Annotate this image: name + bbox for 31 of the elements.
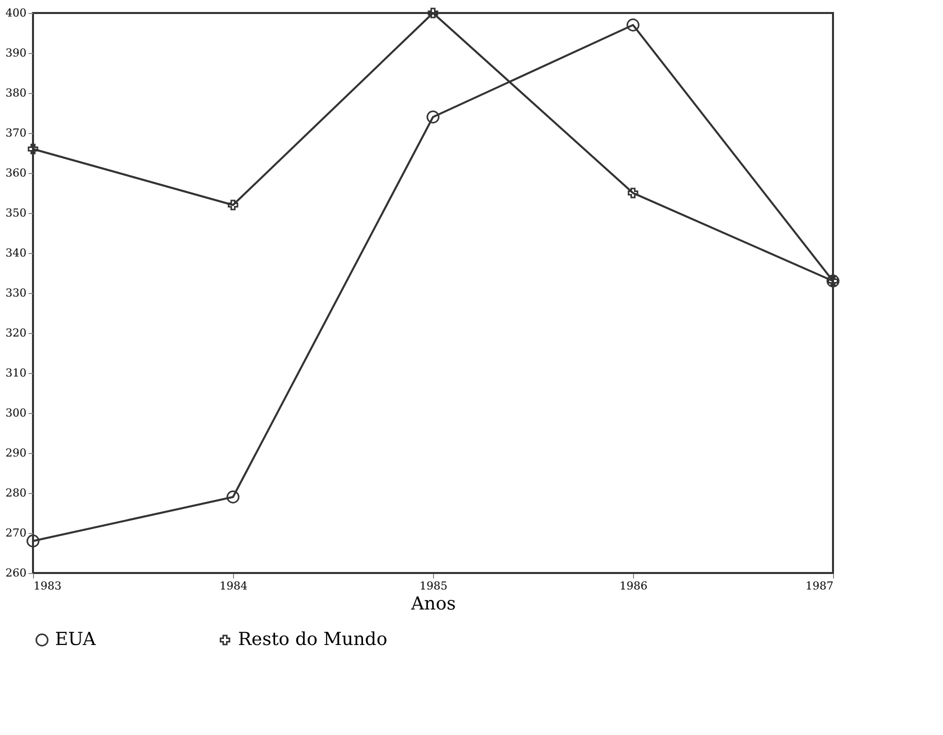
y-tick-label: 370 [6, 126, 26, 140]
y-tick-label: 390 [6, 46, 26, 60]
y-tick-label: 360 [6, 166, 26, 180]
y-tick-label: 340 [6, 246, 26, 260]
y-tick-label: 320 [6, 326, 26, 340]
x-axis-title: Anos [410, 594, 456, 614]
y-tick-label: 260 [6, 566, 26, 580]
point [428, 8, 438, 18]
y-tick-label: 270 [6, 526, 26, 540]
y-tick-label: 350 [6, 206, 26, 220]
y-tick-label: 400 [6, 6, 26, 20]
legend-label: Resto do Mundo [238, 629, 388, 650]
x-tick-label: 1984 [220, 580, 248, 592]
point [226, 490, 240, 504]
point [228, 200, 238, 210]
y-tick-label: 280 [6, 486, 26, 500]
y-tick-label: 330 [6, 286, 26, 300]
point [26, 534, 40, 548]
y-tick-label: 310 [6, 366, 26, 380]
y-tick-label: 300 [6, 406, 26, 420]
point [28, 144, 38, 154]
y-tick-label: 290 [6, 446, 26, 460]
x-tick-label: 1986 [620, 580, 648, 592]
x-tick-label: 1985 [420, 580, 448, 592]
y-tick-label: 380 [6, 86, 26, 100]
point [626, 18, 640, 32]
x-tick-label: 1987 [806, 580, 834, 592]
point [426, 110, 440, 124]
legend-label: EUA [55, 629, 97, 650]
point [628, 188, 638, 198]
x-tick-label: 1983 [34, 580, 62, 592]
